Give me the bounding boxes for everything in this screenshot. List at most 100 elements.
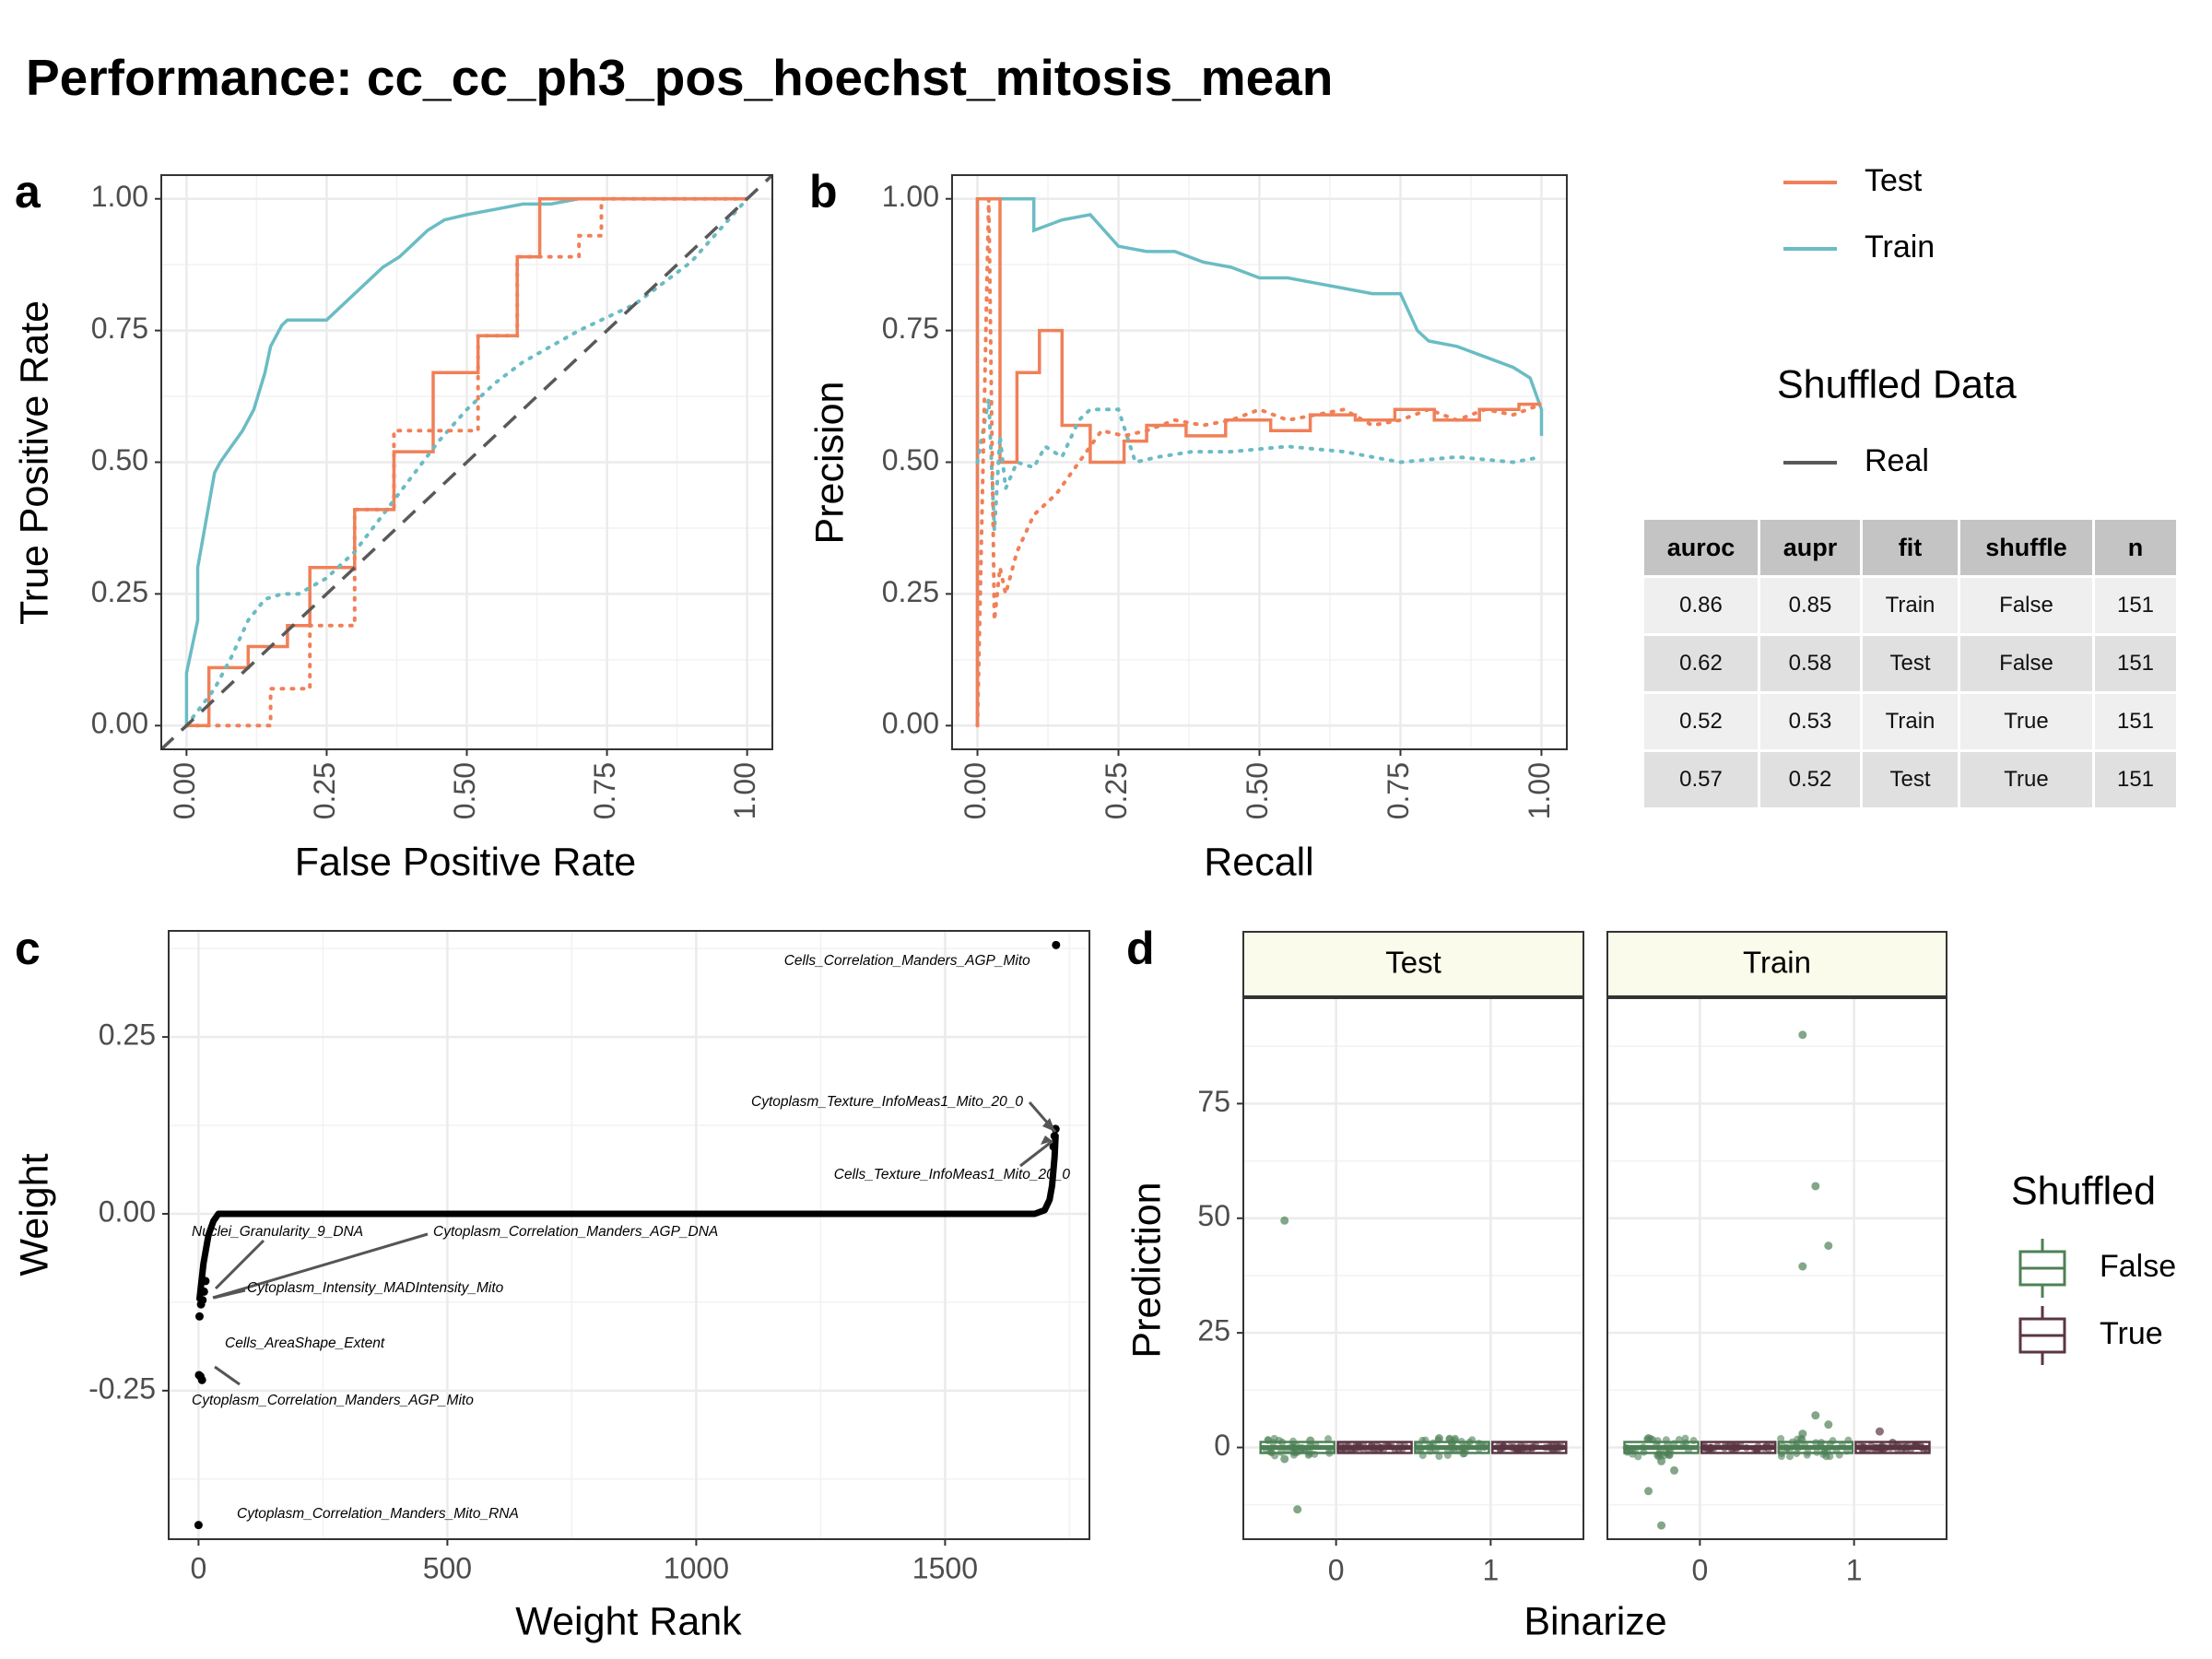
pred-train-outlier-point xyxy=(1644,1434,1653,1443)
pred-train-jitter-point xyxy=(1812,1439,1820,1447)
pred-y-tick-label: 0 xyxy=(1214,1429,1230,1462)
pred-train-outlier-point xyxy=(1875,1427,1884,1436)
pred-train-jitter-point xyxy=(1844,1436,1853,1444)
weights-point xyxy=(1050,1132,1059,1141)
cell-fit: Test xyxy=(1863,636,1958,691)
cell-auroc: 0.52 xyxy=(1644,694,1758,749)
pred-train-jitter-point xyxy=(1675,1436,1683,1444)
weights-y-tick-label: -0.25 xyxy=(88,1371,156,1405)
cell-n: 151 xyxy=(2095,694,2176,749)
cell-aupr: 0.85 xyxy=(1760,578,1860,633)
panel-label-a: a xyxy=(15,166,41,218)
pred-y-tick-label: 75 xyxy=(1197,1085,1230,1118)
roc-x-tick-label: 0.50 xyxy=(448,762,481,819)
pred-test-jitter-point xyxy=(1465,1438,1474,1446)
weights-annotation-label: Cells_AreaShape_Extent xyxy=(225,1335,385,1351)
weights-y-tick-label: 0.00 xyxy=(99,1194,156,1228)
pred-test-jitter-point xyxy=(1311,1450,1319,1458)
weights-panel-bg xyxy=(169,931,1089,1539)
pred-test-jitter-point xyxy=(1558,1442,1566,1451)
roc-x-tick-label: 0.25 xyxy=(308,762,341,819)
pred-test-x-tick-label: 0 xyxy=(1328,1553,1345,1586)
weights-annotation-connector xyxy=(214,1365,241,1386)
weights-annotation-label: Cytoplasm_Correlation_Manders_AGP_Mito xyxy=(192,1393,474,1408)
pred-train-jitter-point xyxy=(1867,1441,1876,1450)
pr-x-tick-label: 0.50 xyxy=(1241,762,1274,819)
weights-y-axis-title: Weight xyxy=(12,1153,56,1276)
pred-train-jitter-point xyxy=(1689,1437,1698,1445)
pred-train-jitter-point xyxy=(1753,1445,1761,1453)
table-row: 0.62 0.58 Test False 151 xyxy=(1644,636,2176,691)
pr-y-axis-title: Precision xyxy=(807,382,852,545)
weights-annotation-label: Cells_Texture_InfoMeas1_Mito_20_0 xyxy=(834,1167,1071,1182)
pred-test-jitter-point xyxy=(1336,1441,1345,1450)
roc-y-tick-label: 1.00 xyxy=(91,180,148,213)
pred-train-outlier-point xyxy=(1657,1456,1666,1465)
pred-train-jitter-point xyxy=(1785,1446,1794,1454)
pr-series-test-shuffled xyxy=(975,198,1544,728)
weights-x-tick-label: 0 xyxy=(191,1551,207,1584)
pred-train-jitter-point xyxy=(1713,1442,1722,1451)
pred-train-jitter-point xyxy=(1832,1446,1841,1454)
pred-train-x-tick-label: 1 xyxy=(1846,1553,1863,1586)
pred-test-jitter-point xyxy=(1300,1445,1309,1453)
col-header-aupr: aupr xyxy=(1760,520,1860,575)
pr-series-train-real xyxy=(975,196,1544,726)
pred-train-strip-label: Train xyxy=(1743,946,1811,980)
cell-aupr: 0.58 xyxy=(1760,636,1860,691)
pred-train-jitter-point xyxy=(1662,1436,1670,1444)
roc-y-tick-label: 0.75 xyxy=(91,312,148,345)
weights-x-tick-label: 1500 xyxy=(912,1551,978,1584)
legend-train-label: Train xyxy=(1865,229,1935,265)
roc-y-tick-label: 0.00 xyxy=(91,707,148,740)
weights-point xyxy=(197,1375,206,1384)
weights-point xyxy=(1052,940,1061,949)
pred-train-jitter-point xyxy=(1826,1440,1834,1448)
panel-label-d: d xyxy=(1126,923,1155,974)
col-header-fit: fit xyxy=(1863,520,1958,575)
pred-train-jitter-point xyxy=(1777,1434,1785,1442)
pr-y-tick-label: 0.75 xyxy=(882,312,939,345)
weights-annotation-label: Cytoplasm_Correlation_Manders_Mito_RNA xyxy=(237,1506,519,1522)
weights-arrow-head xyxy=(1041,1135,1053,1145)
pred-test-outlier-point xyxy=(1293,1505,1302,1514)
pred-train-jitter-point xyxy=(1721,1444,1729,1453)
roc-x-axis-title: False Positive Rate xyxy=(295,840,636,884)
roc-x-tick-label: 1.00 xyxy=(728,762,761,819)
legend-shuffled-title: Shuffled xyxy=(2011,1169,2156,1213)
metrics-table-header: auroc aupr fit shuffle n xyxy=(1644,520,2176,575)
pred-x-axis-title: Binarize xyxy=(1524,1599,1666,1643)
pr-y-tick-label: 0.50 xyxy=(882,443,939,477)
weights-point xyxy=(199,1287,208,1296)
pred-train-outlier-point xyxy=(1657,1521,1666,1530)
pr-x-tick-label: 0.00 xyxy=(959,762,992,819)
cell-n: 151 xyxy=(2095,578,2176,633)
weights-annotation-label: Cytoplasm_Texture_InfoMeas1_Mito_20_0 xyxy=(751,1094,1023,1110)
pred-test-outlier-point xyxy=(1306,1436,1315,1445)
legend-shuffled-data-title: Shuffled Data xyxy=(1777,362,2017,406)
pred-train-jitter-point xyxy=(1670,1440,1678,1448)
pred-test-jitter-point xyxy=(1289,1451,1298,1459)
weights-annotation-label: Cells_Correlation_Manders_AGP_Mito xyxy=(784,953,1030,969)
pred-train-jitter-point xyxy=(1630,1446,1639,1454)
pr-series-train-shuffled xyxy=(975,398,1544,531)
pred-test-jitter-point xyxy=(1416,1445,1424,1453)
cell-shuffle: True xyxy=(1960,694,2092,749)
pred-train-outlier-point xyxy=(1670,1465,1679,1475)
pred-test-jitter-point xyxy=(1324,1435,1333,1443)
pr-y-tick-label: 1.00 xyxy=(882,180,939,213)
pred-test-jitter-point xyxy=(1262,1445,1270,1453)
cell-shuffle: True xyxy=(1960,752,2092,807)
pred-train-jitter-point xyxy=(1623,1448,1631,1456)
cell-fit: Train xyxy=(1863,578,1958,633)
pred-test-jitter-point xyxy=(1367,1442,1375,1451)
roc-x-tick-label: 0.75 xyxy=(588,762,621,819)
pred-train-outlier-point xyxy=(1644,1487,1653,1496)
pred-test-jitter-point xyxy=(1347,1446,1356,1454)
pred-train-jitter-point xyxy=(1878,1442,1887,1451)
weights-y-tick-label: 0.25 xyxy=(99,1018,156,1052)
table-row: 0.52 0.53 Train True 151 xyxy=(1644,694,2176,749)
pred-train-jitter-point xyxy=(1923,1445,1931,1453)
pr-y-tick-label: 0.25 xyxy=(882,575,939,608)
cell-aupr: 0.52 xyxy=(1760,752,1860,807)
